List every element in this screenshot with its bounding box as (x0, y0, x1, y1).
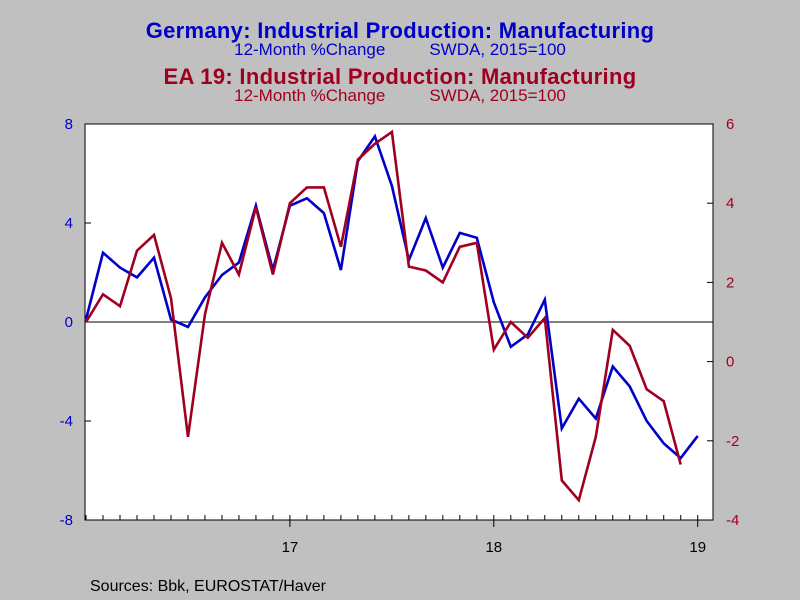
right-axis-tick-label: 4 (726, 195, 734, 212)
x-axis-tick-label: 19 (689, 539, 706, 556)
subtitle-germany-measure: 12-Month %Change (234, 40, 386, 59)
left-axis-tick-label: 8 (65, 116, 73, 133)
left-axis-tick-label: 4 (65, 215, 73, 232)
subtitle-ea19-measure: 12-Month %Change (234, 86, 386, 105)
chart-subtitle-ea19: 12-Month %Change SWDA, 2015=100 (0, 86, 800, 106)
left-axis-tick-label: 0 (65, 314, 73, 331)
subtitle-germany-basis: SWDA, 2015=100 (429, 40, 566, 59)
chart-subtitle-germany: 12-Month %Change SWDA, 2015=100 (0, 40, 800, 60)
series-line-ea19 (84, 129, 682, 503)
x-axis-tick-label: 17 (282, 539, 299, 556)
left-axis-tick-label: -8 (60, 512, 73, 529)
subtitle-ea19-basis: SWDA, 2015=100 (429, 86, 566, 105)
sources-note: Sources: Bbk, EUROSTAT/Haver (90, 578, 326, 595)
chart-title-ea19: EA 19: Industrial Production: Manufactur… (163, 64, 637, 89)
right-axis-tick-label: -4 (726, 512, 739, 529)
x-axis-tick-label: 18 (485, 539, 502, 556)
right-axis-tick-label: 2 (726, 274, 734, 291)
series-line-germany (84, 133, 699, 460)
chart-title-germany: Germany: Industrial Production: Manufact… (145, 18, 655, 43)
right-axis-tick-label: 6 (726, 116, 734, 133)
right-axis-tick-label: -2 (726, 433, 739, 450)
right-axis-tick-label: 0 (726, 354, 734, 371)
left-axis-tick-label: -4 (60, 413, 73, 430)
